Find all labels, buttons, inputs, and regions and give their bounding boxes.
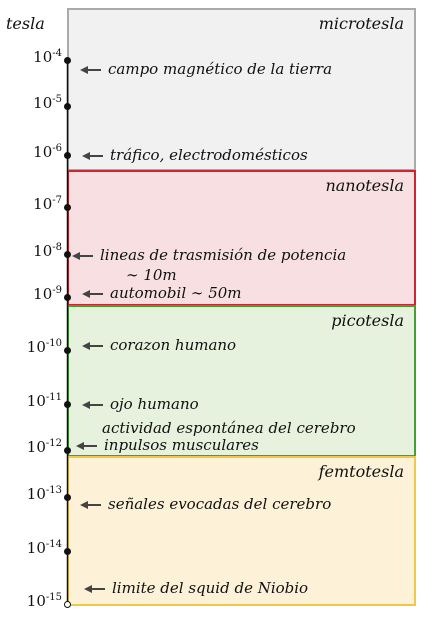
tick-dot bbox=[64, 401, 71, 408]
annotation-label: corazon humano bbox=[110, 336, 237, 354]
pointer-arrow-icon bbox=[76, 442, 97, 450]
annotation-label: ojo humano bbox=[110, 395, 199, 413]
band-femto: femtotesla bbox=[67, 456, 416, 606]
band-title: femtotesla bbox=[318, 462, 404, 481]
annotation-label: limite del squid de Niobio bbox=[112, 579, 309, 597]
tick-base: 10 bbox=[33, 195, 53, 213]
tick-exponent: -9 bbox=[52, 285, 62, 296]
annotation-label: señales evocadas del cerebro bbox=[108, 495, 332, 513]
tick-dot bbox=[64, 57, 71, 64]
pointer-arrow-icon bbox=[82, 342, 103, 350]
tick-exponent: -7 bbox=[52, 195, 62, 206]
tick-base: 10 bbox=[26, 338, 46, 356]
unit-label: tesla bbox=[6, 14, 45, 33]
tick-dot bbox=[64, 251, 71, 258]
tick-base: 10 bbox=[33, 48, 53, 66]
tick-label: 10-4 bbox=[6, 48, 62, 66]
tick-exponent: -6 bbox=[52, 143, 62, 154]
tick-base: 10 bbox=[26, 392, 46, 410]
tick-dot bbox=[64, 103, 71, 110]
annotation-label: actividad espontánea del cerebro bbox=[102, 419, 356, 437]
tick-base: 10 bbox=[33, 242, 53, 260]
tick-exponent: -8 bbox=[52, 242, 62, 253]
tick-label: 10-12 bbox=[6, 438, 62, 456]
tick-base: 10 bbox=[33, 94, 53, 112]
tick-dot bbox=[64, 494, 71, 501]
annotation-label: ∼ 10m bbox=[126, 266, 177, 284]
tick-exponent: -13 bbox=[45, 485, 62, 496]
tick-dot bbox=[64, 152, 71, 159]
tick-dot bbox=[64, 204, 71, 211]
tick-exponent: -11 bbox=[45, 392, 62, 403]
tick-base: 10 bbox=[26, 438, 46, 456]
tick-label: 10-13 bbox=[6, 485, 62, 503]
tick-exponent: -10 bbox=[45, 338, 62, 349]
annotation-label: automobil ∼ 50m bbox=[110, 284, 242, 302]
tick-dot bbox=[64, 447, 71, 454]
annotation-label: tráfico, electrodomésticos bbox=[110, 146, 308, 164]
annotation-label: inpulsos musculares bbox=[104, 436, 259, 454]
tick-label: 10-7 bbox=[6, 195, 62, 213]
pointer-arrow-icon bbox=[84, 585, 105, 593]
band-title: microtesla bbox=[318, 14, 404, 33]
tick-label: 10-6 bbox=[6, 143, 62, 161]
band-title: picotesla bbox=[331, 311, 404, 330]
tick-exponent: -12 bbox=[45, 438, 62, 449]
pointer-arrow-icon bbox=[80, 66, 101, 74]
tick-base: 10 bbox=[26, 485, 46, 503]
tick-base: 10 bbox=[33, 143, 53, 161]
tick-base: 10 bbox=[33, 285, 53, 303]
tick-base: 10 bbox=[26, 539, 46, 557]
tick-label: 10-11 bbox=[6, 392, 62, 410]
pointer-arrow-icon bbox=[72, 252, 93, 260]
pointer-arrow-icon bbox=[82, 290, 103, 298]
annotation-label: campo magnético de la tierra bbox=[108, 60, 333, 78]
tick-exponent: -15 bbox=[45, 592, 62, 603]
tick-dot bbox=[64, 294, 71, 301]
pointer-arrow-icon bbox=[82, 401, 103, 409]
tick-label: 10-9 bbox=[6, 285, 62, 303]
tick-label: 10-15 bbox=[6, 592, 62, 610]
tick-exponent: -4 bbox=[52, 48, 62, 59]
tick-label: 10-14 bbox=[6, 539, 62, 557]
band-title: nanotesla bbox=[325, 176, 404, 195]
tick-exponent: -5 bbox=[52, 94, 62, 105]
tick-dot bbox=[64, 548, 71, 555]
annotation-label: lineas de trasmisión de potencia bbox=[100, 246, 347, 264]
tick-label: 10-5 bbox=[6, 94, 62, 112]
tick-label: 10-8 bbox=[6, 242, 62, 260]
band-micro: microtesla bbox=[67, 8, 416, 171]
tick-dot bbox=[64, 347, 71, 354]
band-pico: picotesla bbox=[67, 305, 416, 457]
tick-exponent: -14 bbox=[45, 539, 62, 550]
pointer-arrow-icon bbox=[82, 152, 103, 160]
pointer-arrow-icon bbox=[80, 501, 101, 509]
tick-base: 10 bbox=[26, 592, 46, 610]
tick-label: 10-10 bbox=[6, 338, 62, 356]
tick-dot bbox=[64, 601, 71, 608]
